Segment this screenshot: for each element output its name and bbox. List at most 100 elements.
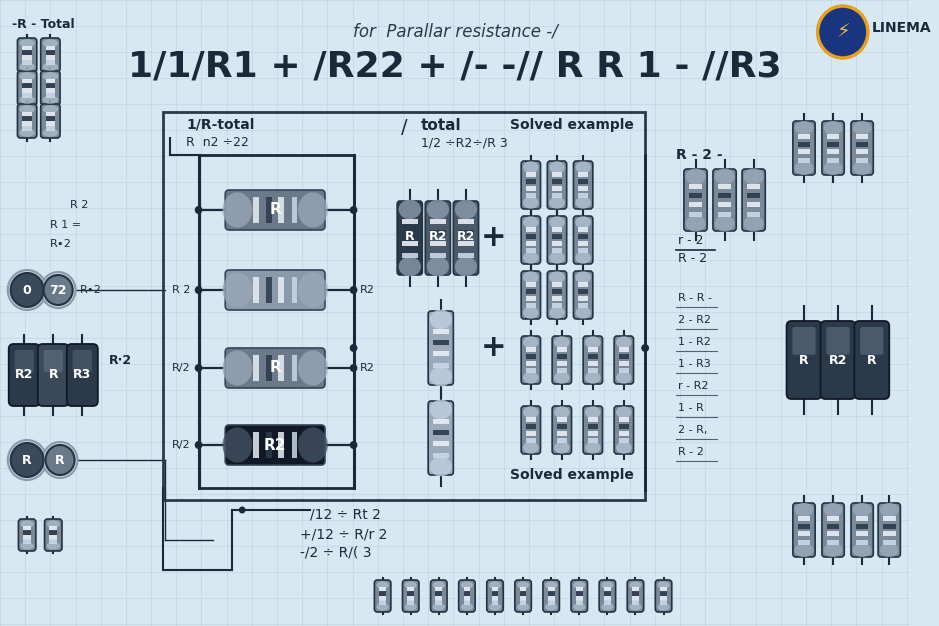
- Bar: [23, 46, 32, 51]
- Bar: [883, 531, 896, 536]
- Bar: [578, 296, 588, 301]
- Ellipse shape: [523, 336, 539, 349]
- FancyBboxPatch shape: [793, 121, 815, 175]
- Bar: [826, 524, 839, 529]
- Ellipse shape: [880, 503, 899, 516]
- Bar: [23, 539, 31, 544]
- Bar: [23, 116, 32, 121]
- Bar: [826, 515, 839, 520]
- Bar: [253, 355, 258, 381]
- Ellipse shape: [517, 582, 530, 589]
- Bar: [50, 530, 57, 535]
- Text: R 2: R 2: [69, 200, 88, 210]
- Ellipse shape: [585, 372, 601, 384]
- Circle shape: [349, 206, 358, 214]
- FancyBboxPatch shape: [40, 38, 60, 72]
- Text: R: R: [799, 354, 808, 366]
- Circle shape: [45, 445, 74, 475]
- Bar: [379, 587, 386, 592]
- Text: 1 - R2: 1 - R2: [678, 337, 711, 347]
- Bar: [798, 158, 810, 163]
- Bar: [826, 158, 839, 163]
- Ellipse shape: [616, 336, 632, 349]
- Bar: [552, 241, 562, 246]
- FancyBboxPatch shape: [14, 350, 34, 372]
- Bar: [588, 368, 598, 373]
- Bar: [717, 183, 731, 188]
- Bar: [552, 289, 562, 294]
- FancyBboxPatch shape: [425, 201, 451, 275]
- FancyBboxPatch shape: [225, 348, 325, 388]
- Bar: [45, 125, 55, 130]
- Bar: [588, 347, 598, 352]
- Ellipse shape: [42, 72, 58, 80]
- FancyBboxPatch shape: [454, 201, 479, 275]
- Text: total: total: [421, 118, 461, 133]
- Bar: [379, 595, 386, 600]
- FancyBboxPatch shape: [19, 519, 36, 551]
- Text: r - R2: r - R2: [678, 381, 709, 391]
- Bar: [552, 227, 562, 232]
- Bar: [576, 592, 583, 597]
- FancyBboxPatch shape: [583, 336, 603, 384]
- FancyBboxPatch shape: [583, 406, 603, 454]
- Bar: [632, 600, 639, 605]
- Ellipse shape: [377, 603, 389, 611]
- Ellipse shape: [42, 63, 58, 71]
- Ellipse shape: [298, 351, 328, 386]
- Text: R - 2 -: R - 2 -: [676, 148, 723, 162]
- Bar: [436, 592, 442, 597]
- Circle shape: [194, 206, 203, 214]
- Text: R - R -: R - R -: [678, 293, 712, 303]
- Bar: [717, 193, 731, 198]
- Ellipse shape: [554, 406, 570, 418]
- Bar: [855, 531, 869, 536]
- FancyBboxPatch shape: [655, 580, 671, 612]
- Bar: [519, 587, 527, 592]
- Circle shape: [42, 442, 78, 478]
- Bar: [45, 88, 55, 93]
- Bar: [279, 277, 285, 303]
- Ellipse shape: [715, 215, 734, 232]
- Bar: [50, 535, 57, 540]
- Ellipse shape: [454, 257, 477, 276]
- Bar: [526, 347, 535, 352]
- Text: R3: R3: [73, 369, 91, 381]
- Ellipse shape: [794, 543, 813, 557]
- Ellipse shape: [601, 582, 613, 589]
- Bar: [557, 368, 566, 373]
- Ellipse shape: [426, 257, 449, 276]
- FancyBboxPatch shape: [854, 321, 889, 399]
- Bar: [526, 368, 535, 373]
- Bar: [578, 193, 588, 198]
- Ellipse shape: [20, 129, 35, 137]
- Bar: [291, 197, 298, 223]
- FancyBboxPatch shape: [552, 406, 572, 454]
- Text: Solved example: Solved example: [510, 468, 634, 482]
- Bar: [826, 150, 839, 155]
- Bar: [547, 600, 555, 605]
- FancyBboxPatch shape: [403, 580, 419, 612]
- Ellipse shape: [430, 367, 452, 386]
- FancyBboxPatch shape: [713, 169, 736, 231]
- Bar: [408, 592, 414, 597]
- Ellipse shape: [794, 162, 813, 175]
- FancyBboxPatch shape: [822, 503, 844, 557]
- Ellipse shape: [853, 503, 871, 516]
- Bar: [526, 354, 535, 359]
- Bar: [747, 193, 761, 198]
- Bar: [557, 438, 566, 443]
- Bar: [588, 354, 598, 359]
- Ellipse shape: [549, 307, 564, 319]
- Ellipse shape: [223, 351, 253, 386]
- FancyBboxPatch shape: [543, 580, 560, 612]
- Bar: [492, 592, 499, 597]
- Bar: [588, 431, 598, 436]
- Ellipse shape: [298, 192, 328, 228]
- Bar: [604, 595, 610, 600]
- FancyBboxPatch shape: [43, 350, 63, 372]
- Bar: [826, 141, 839, 146]
- Ellipse shape: [545, 603, 558, 611]
- Ellipse shape: [657, 603, 670, 611]
- Bar: [436, 587, 442, 592]
